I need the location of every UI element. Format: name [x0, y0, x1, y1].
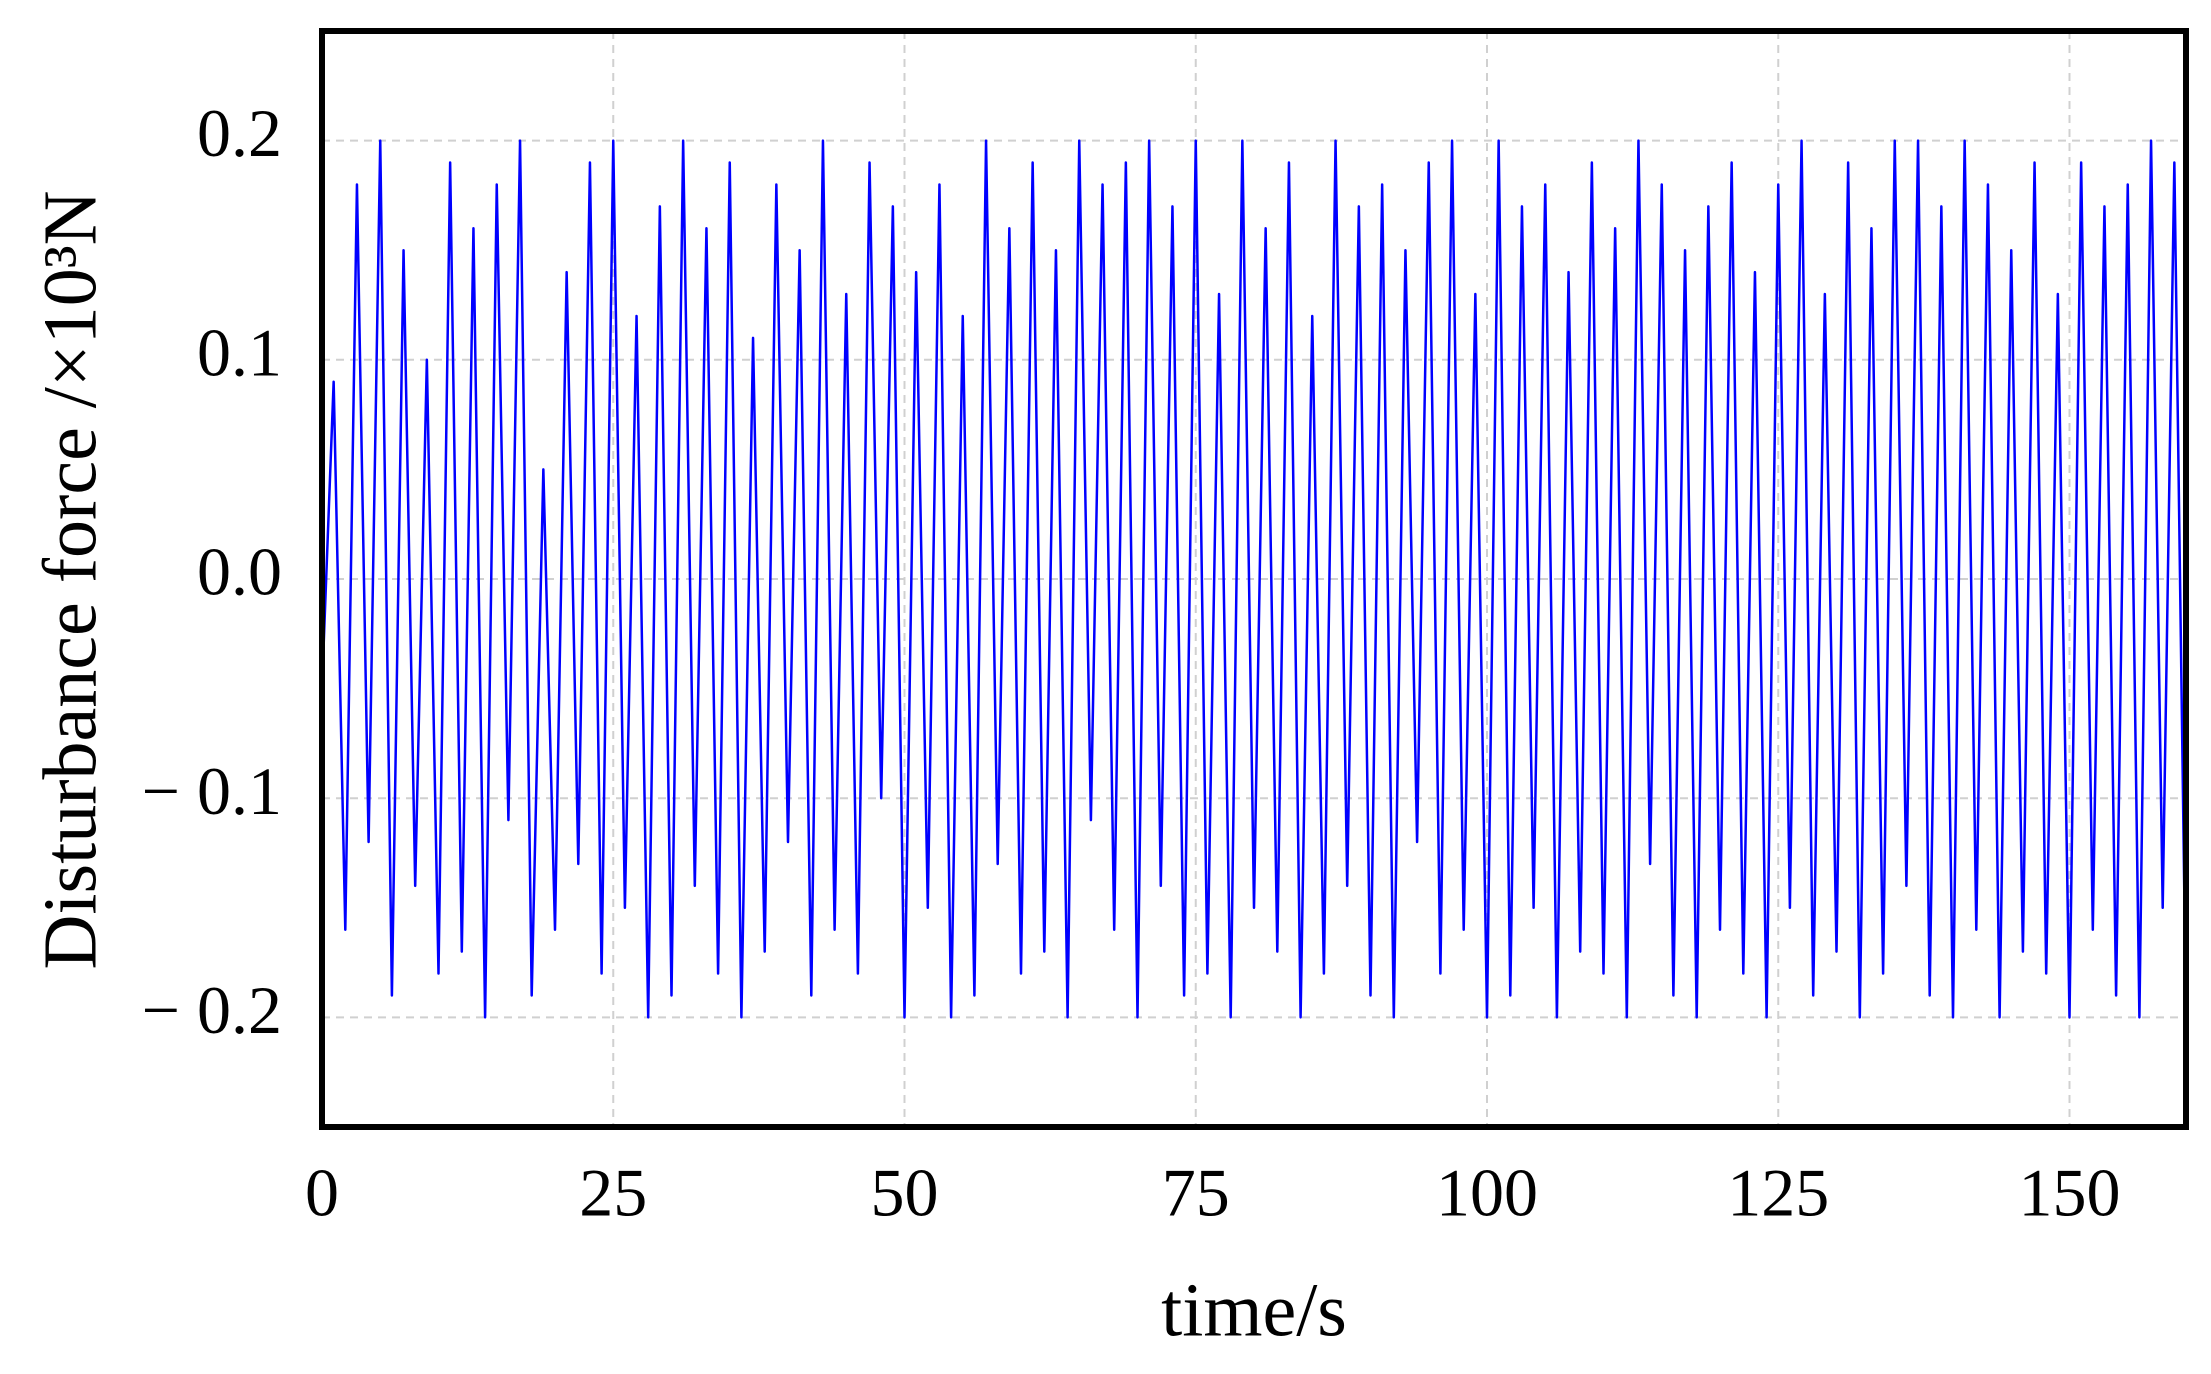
x-tick-label: 0	[305, 1155, 339, 1231]
y-axis-label: Disturbance force /×10³N	[28, 191, 112, 970]
x-tick-label: 100	[1436, 1155, 1538, 1231]
y-tick-label: − 0.1	[142, 753, 282, 829]
y-tick-label: 0.1	[197, 314, 282, 390]
x-tick-label: 25	[579, 1155, 647, 1231]
y-tick-label: 0.2	[197, 95, 282, 171]
x-axis-label: time/s	[1161, 1268, 1347, 1352]
plot-frame	[319, 28, 2189, 1130]
y-tick-label: 0.0	[197, 534, 282, 610]
y-tick-label: − 0.2	[142, 972, 282, 1048]
x-tick-label: 125	[1727, 1155, 1829, 1231]
data-line	[320, 139, 2188, 1019]
x-tick-label: 150	[2019, 1155, 2121, 1231]
x-tick-label: 50	[871, 1155, 939, 1231]
x-tick-label: 75	[1162, 1155, 1230, 1231]
